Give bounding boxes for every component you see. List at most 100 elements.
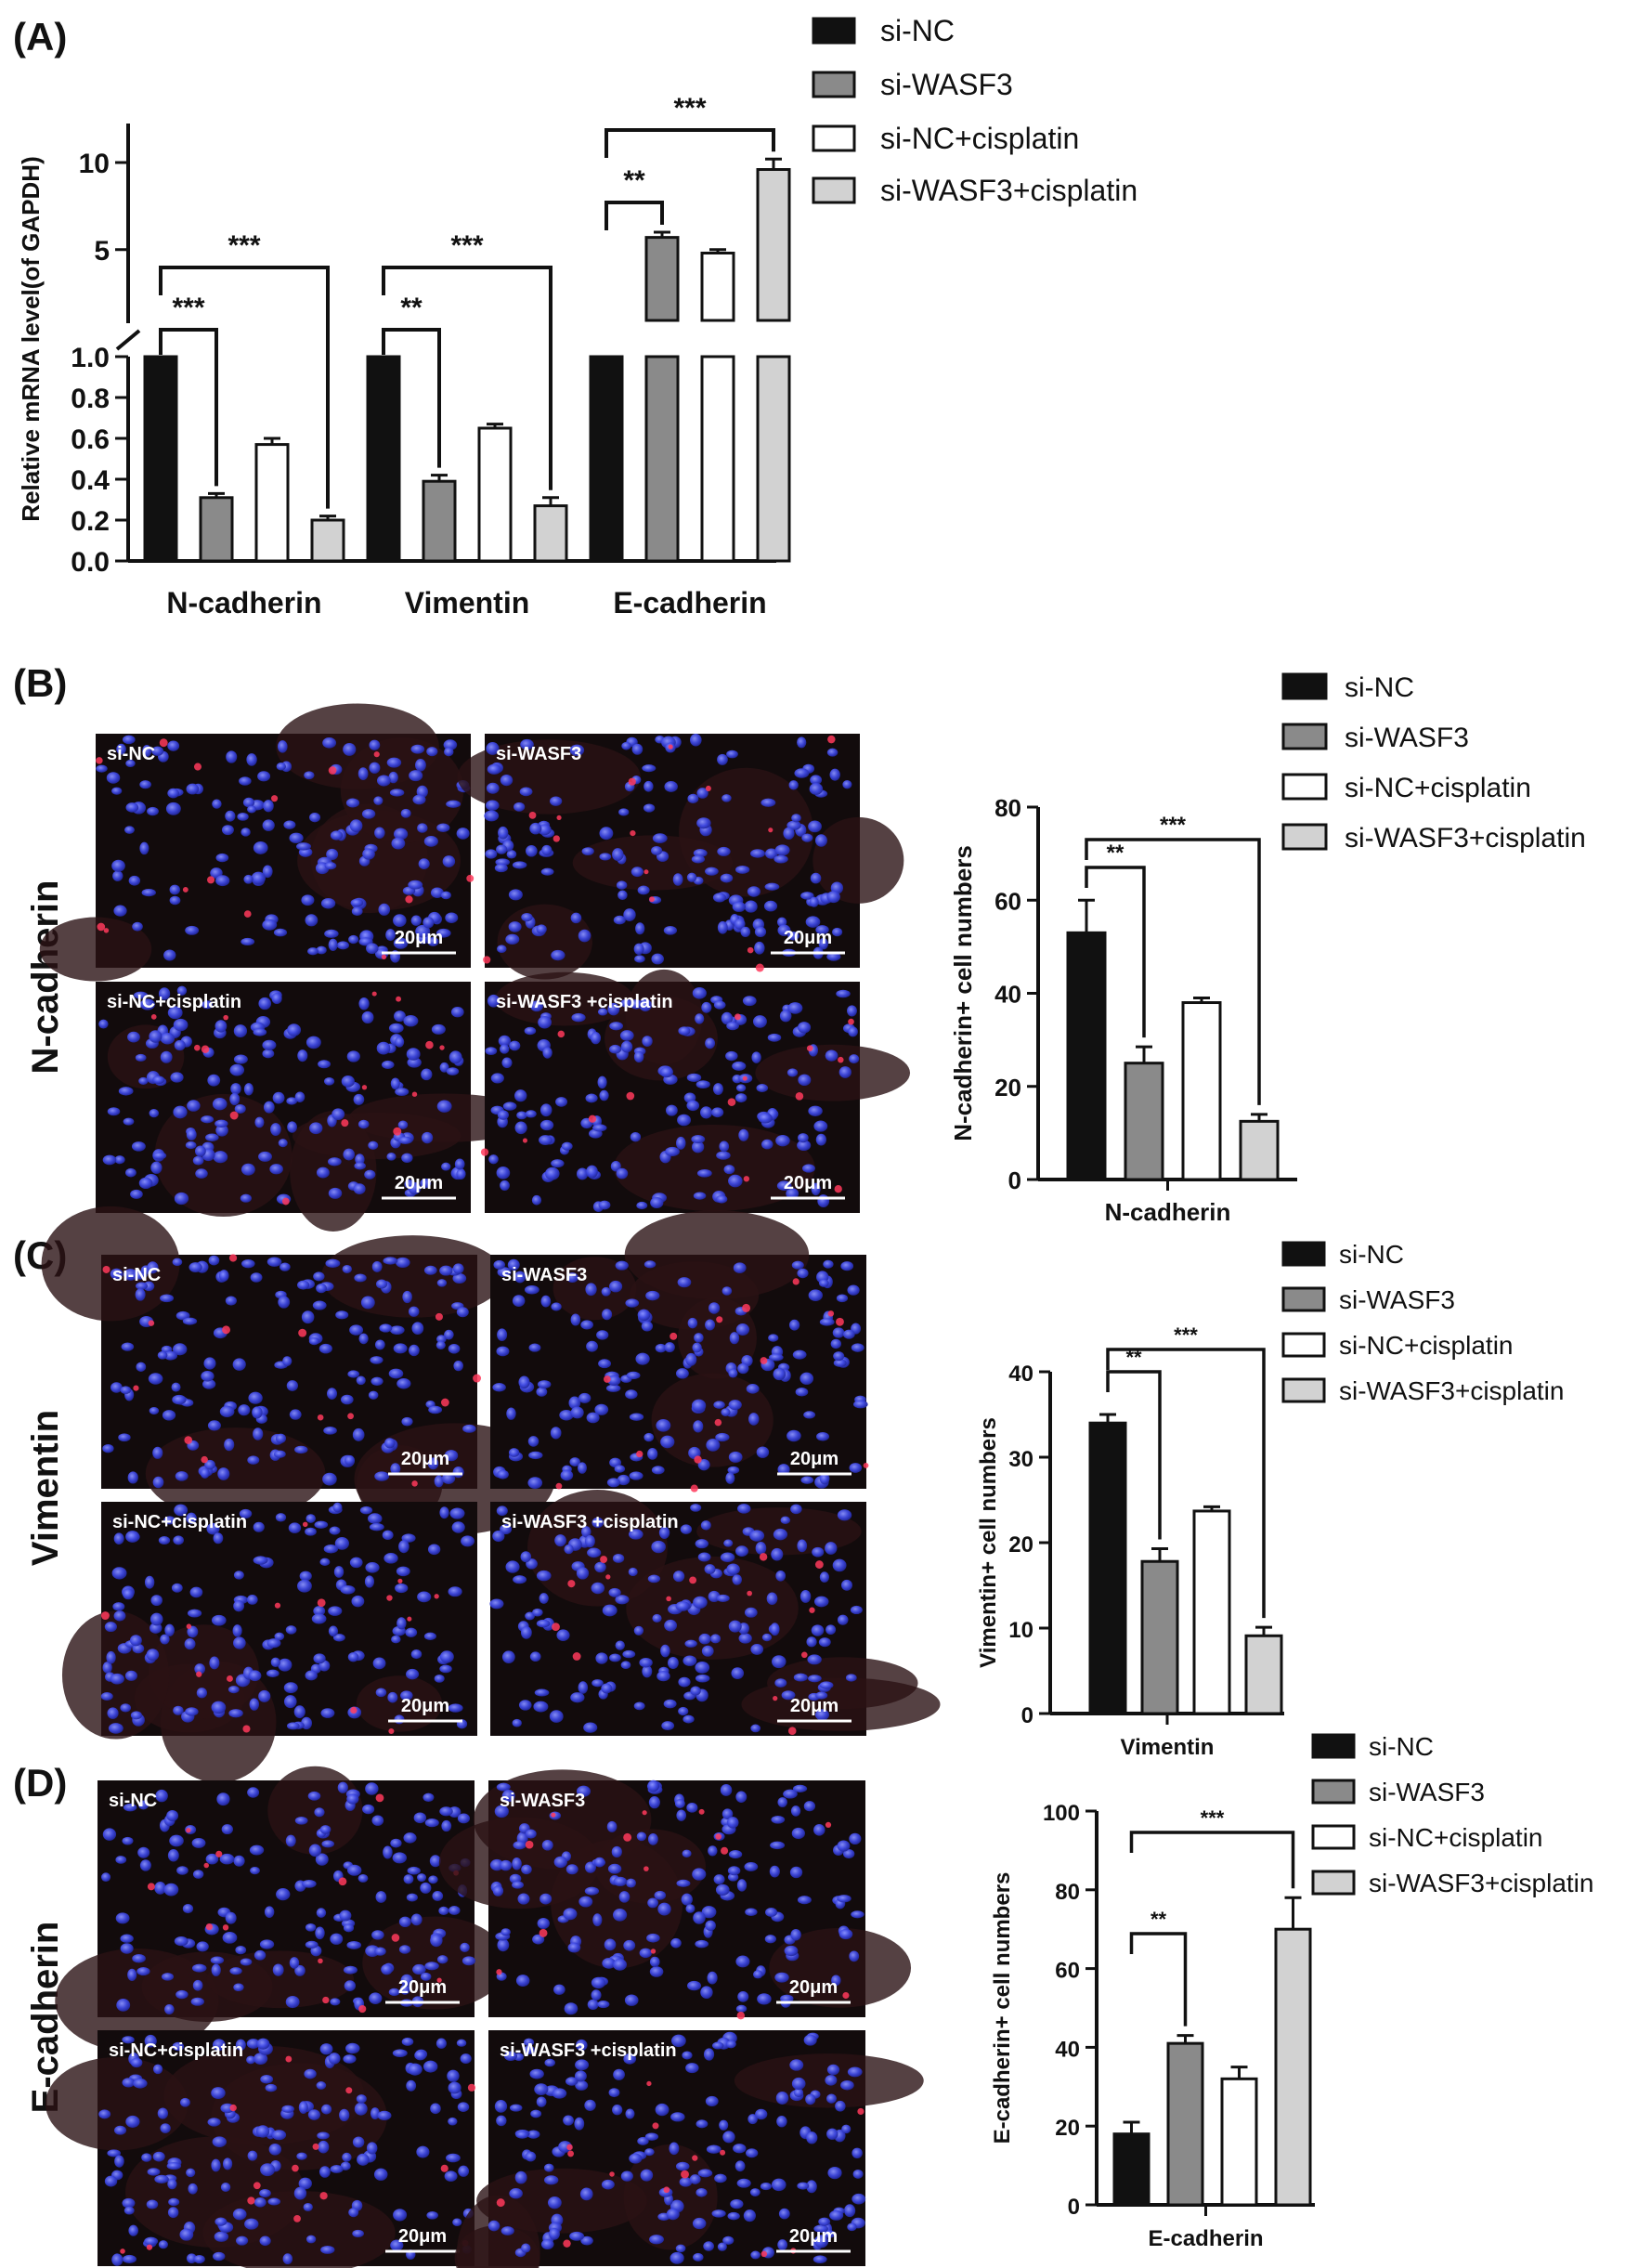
micrograph-label: si-NC+cisplatin [109, 2040, 243, 2061]
nucleus [845, 1674, 857, 1682]
nucleus [441, 1162, 451, 1171]
x-category-label: N-cadherin [166, 586, 321, 619]
nucleus [325, 1258, 341, 1268]
nucleus [400, 1690, 413, 1701]
nucleus [314, 1807, 325, 1818]
nucleus [130, 2057, 143, 2068]
nucleus [211, 1614, 227, 1626]
nucleus [772, 1655, 786, 1669]
nucleus [584, 1886, 600, 1896]
marker-spot [666, 1596, 671, 1602]
nucleus [330, 1933, 344, 1945]
y-tick-label: 1.0 [71, 343, 110, 373]
tissue-patch [290, 1111, 377, 1232]
nucleus [503, 2051, 518, 2062]
nucleus [536, 924, 547, 934]
marker-spot [322, 1996, 330, 2004]
nucleus [595, 1652, 608, 1664]
nucleus [737, 1362, 749, 1375]
y-tick-label: 40 [1008, 1362, 1034, 1387]
nucleus [554, 1534, 566, 1547]
marker-spot [271, 795, 279, 802]
legend-swatch [1281, 1332, 1326, 1358]
nucleus [497, 1267, 512, 1278]
nucleus [690, 1686, 701, 1696]
nucleus [813, 1120, 828, 1132]
nucleus [398, 1916, 411, 1928]
nucleus [367, 1513, 383, 1524]
nucleus [816, 1432, 830, 1441]
marker-spot [760, 2250, 768, 2258]
nucleus [96, 764, 108, 773]
nucleus [427, 1544, 441, 1556]
nucleus [773, 1367, 786, 1381]
nucleus [401, 1153, 413, 1163]
nucleus [173, 1105, 188, 1119]
tissue-patch [202, 2191, 396, 2268]
nucleus [271, 2130, 287, 2141]
nucleus [818, 1279, 829, 1287]
nucleus [576, 2039, 588, 2052]
nucleus [232, 1358, 246, 1371]
y-axis-label: Relative mRNA level(of GAPDH) [17, 156, 45, 521]
nucleus [776, 1180, 792, 1191]
marker-spot [215, 1850, 223, 1857]
nucleus [649, 2235, 665, 2245]
nucleus [818, 1637, 831, 1648]
nucleus [513, 1575, 527, 1584]
nucleus [110, 1673, 124, 1685]
nucleus [332, 1108, 345, 1121]
nucleus [396, 1257, 410, 1269]
nucleus [365, 1561, 380, 1573]
nucleus [797, 1896, 812, 1905]
nucleus [353, 1183, 366, 1194]
bar-si-WASF3+cisplatin [1239, 1119, 1280, 1181]
marker-spot [184, 1436, 193, 1444]
nucleus [851, 1910, 864, 1919]
nucleus [635, 1352, 650, 1365]
nucleus [607, 1002, 620, 1016]
nucleus [509, 1040, 521, 1051]
nucleus [253, 841, 268, 854]
nucleus [850, 1605, 863, 1615]
nucleus [613, 2068, 625, 2080]
nucleus [853, 1400, 868, 1409]
nucleus [239, 776, 252, 786]
nucleus [373, 2168, 388, 2181]
nucleus [795, 1387, 809, 1397]
nucleus [139, 780, 151, 789]
nucleus [570, 1406, 584, 1419]
nucleus [238, 1404, 251, 1416]
nucleus [791, 1260, 804, 1270]
nucleus [174, 1936, 188, 1947]
nucleus [509, 2188, 523, 2199]
marker-spot [411, 1091, 418, 1097]
bar-si-WASF3 [199, 496, 234, 563]
nucleus [515, 2131, 529, 2139]
nucleus [240, 828, 251, 837]
nucleus [146, 1649, 160, 1662]
nucleus [188, 2183, 198, 2195]
y-tick-label: 80 [994, 794, 1021, 822]
nucleus [616, 880, 628, 890]
nucleus [501, 1790, 515, 1803]
marker-spot [588, 1114, 597, 1123]
nucleus [262, 1049, 275, 1059]
nucleus [246, 1595, 258, 1605]
nucleus [665, 1146, 680, 1157]
nucleus [564, 1544, 574, 1555]
nucleus [196, 1941, 209, 1952]
nucleus [410, 1913, 422, 1926]
nucleus [569, 1457, 580, 1466]
nucleus [485, 1047, 498, 1056]
x-category-label: Vimentin [405, 586, 530, 619]
nucleus [316, 1283, 327, 1294]
nucleus [160, 2123, 171, 2133]
nucleus [810, 872, 822, 884]
nucleus [155, 1789, 168, 1803]
marker-spot [628, 777, 636, 786]
nucleus [388, 1023, 404, 1034]
significance-bracket [1129, 1932, 1188, 2027]
marker-spot [848, 1018, 854, 1025]
nucleus [624, 1994, 639, 2006]
